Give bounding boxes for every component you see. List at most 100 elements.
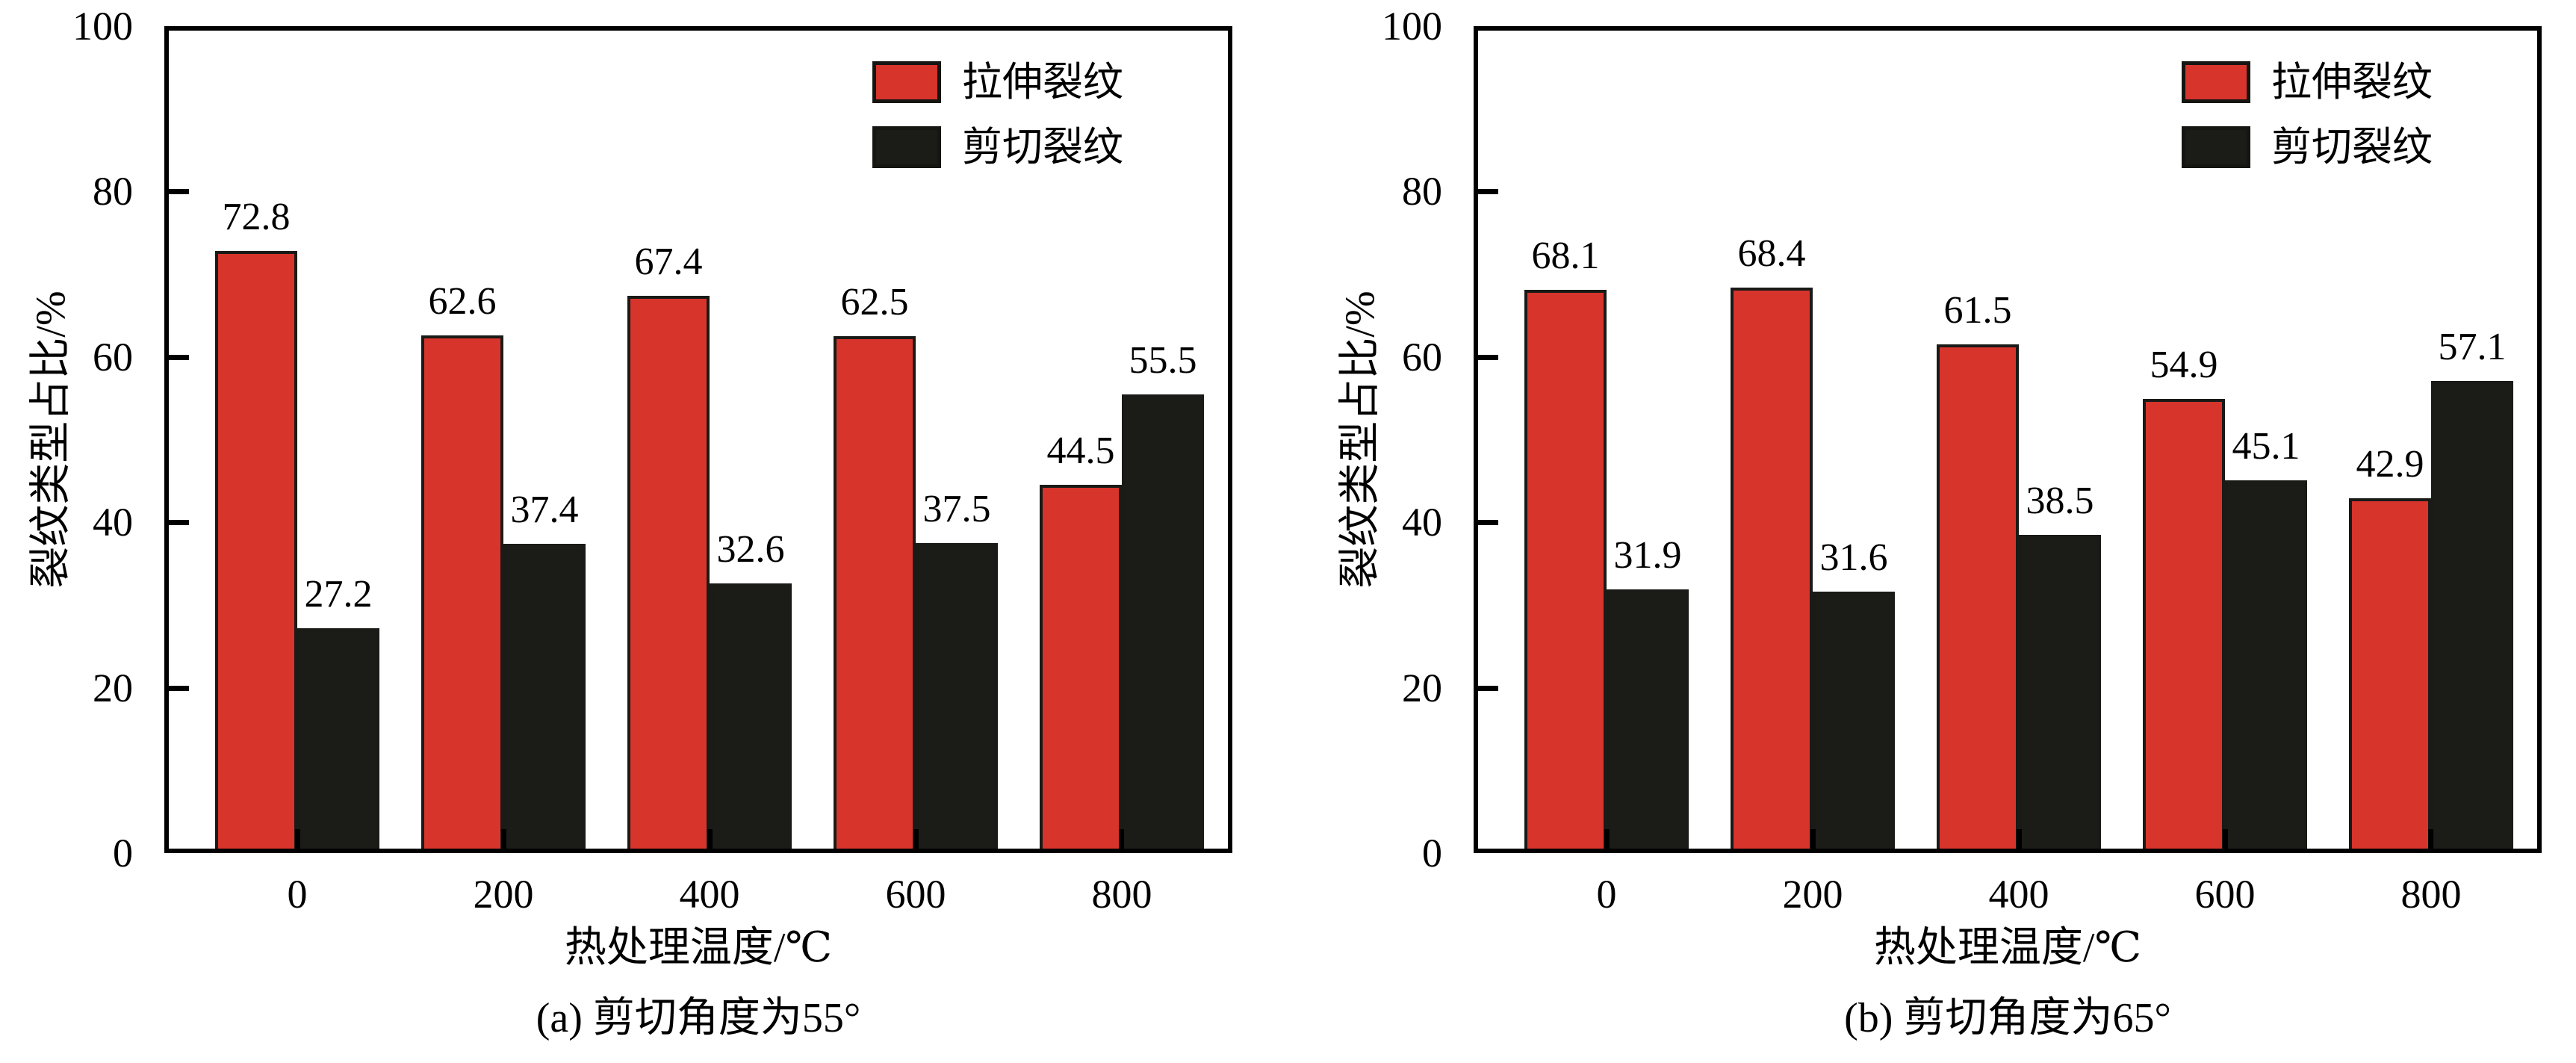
y-tick-mark	[169, 189, 189, 195]
bar-value-label-shear-400: 38.5	[2026, 480, 2094, 522]
bar-value-label-shear-200: 31.6	[1819, 536, 1888, 579]
x-tick-label: 800	[1091, 872, 1152, 917]
x-tick-label: 800	[2400, 872, 2462, 917]
bar-value-label-tensile-800: 42.9	[2356, 443, 2424, 486]
chart-panel-a: 裂纹类型占比/% 0 20 40 60 80 100 0 72.8 27.2 200 62.6 37.…	[13, 4, 1232, 1041]
x-tick-label: 400	[679, 872, 740, 917]
x-axis-title: 热处理温度/℃	[1873, 925, 2142, 971]
x-tick-mark	[913, 829, 919, 849]
bar-tensile-200	[421, 335, 504, 853]
x-tick-mark	[2016, 829, 2022, 849]
bar-shear-200	[1813, 592, 1896, 853]
y-axis-title-box-a: 裂纹类型占比/%	[13, 26, 81, 853]
bar-value-label-tensile-200: 68.4	[1737, 232, 1806, 275]
bar-shear-0	[1607, 589, 1689, 853]
y-tick-mark	[1478, 520, 1498, 526]
y-axis-title-box-b: 裂纹类型占比/%	[1323, 26, 1390, 853]
bar-value-label-tensile-800: 44.5	[1046, 430, 1115, 472]
bar-tensile-600	[2143, 399, 2225, 853]
bar-value-label-shear-0: 31.9	[1613, 534, 1682, 577]
y-tick-label: 40	[1402, 500, 1442, 545]
bar-value-label-shear-0: 27.2	[304, 573, 373, 616]
legend-row: 拉伸裂纹	[872, 60, 1123, 105]
bar-value-label-shear-800: 55.5	[1129, 339, 1197, 382]
y-tick-label: 80	[93, 169, 133, 214]
x-tick-label: 600	[2194, 872, 2256, 917]
y-tick-mark	[169, 354, 189, 360]
y-tick-label: 0	[113, 831, 133, 875]
plot-area-a: 0 20 40 60 80 100 0 72.8 27.2 200 62.6 37.4 400 67.4 3…	[72, 4, 1232, 917]
legend-a: 拉伸裂纹 剪切裂纹	[872, 60, 1123, 190]
bar-shear-400	[710, 583, 792, 853]
y-tick-mark	[169, 685, 189, 691]
y-tick-label: 20	[1402, 665, 1442, 710]
x-tick-mark	[1119, 829, 1125, 849]
y-tick-label: 40	[93, 500, 133, 545]
x-tick-mark	[1604, 829, 1610, 849]
x-tick-mark	[294, 829, 300, 849]
bar-value-label-shear-800: 57.1	[2438, 326, 2507, 368]
legend-row: 拉伸裂纹	[2182, 60, 2433, 105]
x-tick-mark	[1810, 829, 1816, 849]
bar-tensile-0	[1524, 290, 1607, 853]
x-tick-label: 600	[885, 872, 946, 917]
y-tick-label: 80	[1402, 169, 1442, 214]
bar-tensile-600	[834, 336, 916, 853]
bar-shear-400	[2019, 535, 2101, 853]
x-tick-label: 0	[1596, 872, 1617, 917]
y-tick-label: 20	[93, 665, 133, 710]
legend-swatch-shear	[2182, 126, 2250, 168]
y-tick-mark	[1478, 354, 1498, 360]
bar-shear-600	[916, 543, 998, 853]
bar-shear-600	[2225, 480, 2307, 853]
bar-value-label-tensile-400: 67.4	[634, 241, 703, 283]
bar-value-label-shear-600: 45.1	[2232, 425, 2300, 468]
x-tick-label: 0	[287, 872, 308, 917]
bar-value-label-tensile-600: 62.5	[840, 281, 909, 323]
plot-area-b: 0 20 40 60 80 100 0 68.1 31.9 200 68.4 31.6 400 61.5 3…	[1382, 4, 2542, 917]
y-tick-mark	[1478, 685, 1498, 691]
bar-tensile-400	[1937, 344, 2019, 853]
bar-tensile-200	[1731, 288, 1813, 853]
bar-shear-200	[503, 544, 586, 853]
x-tick-mark	[2428, 829, 2434, 849]
bar-shear-800	[2430, 381, 2513, 853]
bar-value-label-tensile-0: 72.8	[222, 196, 291, 238]
plot-frame-b	[1474, 26, 2542, 853]
legend-row: 剪切裂纹	[2182, 125, 2433, 170]
x-tick-label: 200	[1782, 872, 1843, 917]
x-tick-mark	[500, 829, 506, 849]
plot-frame-a	[164, 26, 1232, 853]
legend-swatch-tensile	[2182, 61, 2250, 103]
legend-series-label: 剪切裂纹	[962, 125, 1123, 170]
legend-series-label: 拉伸裂纹	[962, 60, 1123, 105]
y-tick-label: 0	[1422, 831, 1442, 875]
bar-value-label-tensile-0: 68.1	[1531, 235, 1600, 277]
legend-row: 剪切裂纹	[872, 125, 1123, 170]
x-axis-title: 热处理温度/℃	[564, 925, 833, 971]
bar-tensile-400	[627, 296, 710, 853]
x-tick-label: 400	[1988, 872, 2049, 917]
legend-swatch-tensile	[872, 61, 941, 103]
bar-value-label-tensile-600: 54.9	[2150, 344, 2218, 386]
bar-tensile-800	[1039, 485, 1122, 853]
bar-value-label-shear-200: 37.4	[510, 489, 579, 531]
bar-shear-800	[1121, 394, 1204, 853]
y-tick-label: 100	[1382, 4, 1442, 49]
x-tick-label: 200	[473, 872, 534, 917]
bar-value-label-tensile-400: 61.5	[1943, 289, 2012, 332]
chart-panel-b: 裂纹类型占比/% 0 20 40 60 80 100 0 68.1 31.9 200 68.4 31.…	[1309, 0, 2576, 1063]
y-tick-mark	[169, 520, 189, 526]
bar-value-label-shear-600: 37.5	[922, 488, 991, 530]
y-tick-label: 100	[72, 4, 133, 49]
y-tick-mark	[1478, 189, 1498, 195]
y-tick-label: 60	[93, 334, 133, 379]
x-tick-mark	[2222, 829, 2228, 849]
bar-value-label-shear-400: 32.6	[716, 528, 785, 571]
legend-b: 拉伸裂纹 剪切裂纹	[2182, 60, 2433, 190]
legend-series-label: 剪切裂纹	[2271, 125, 2433, 170]
y-tick-label: 60	[1402, 334, 1442, 379]
subplot-caption-b: (b) 剪切角度为65°	[1844, 995, 2171, 1041]
legend-series-label: 拉伸裂纹	[2271, 60, 2433, 105]
legend-swatch-shear	[872, 126, 941, 168]
